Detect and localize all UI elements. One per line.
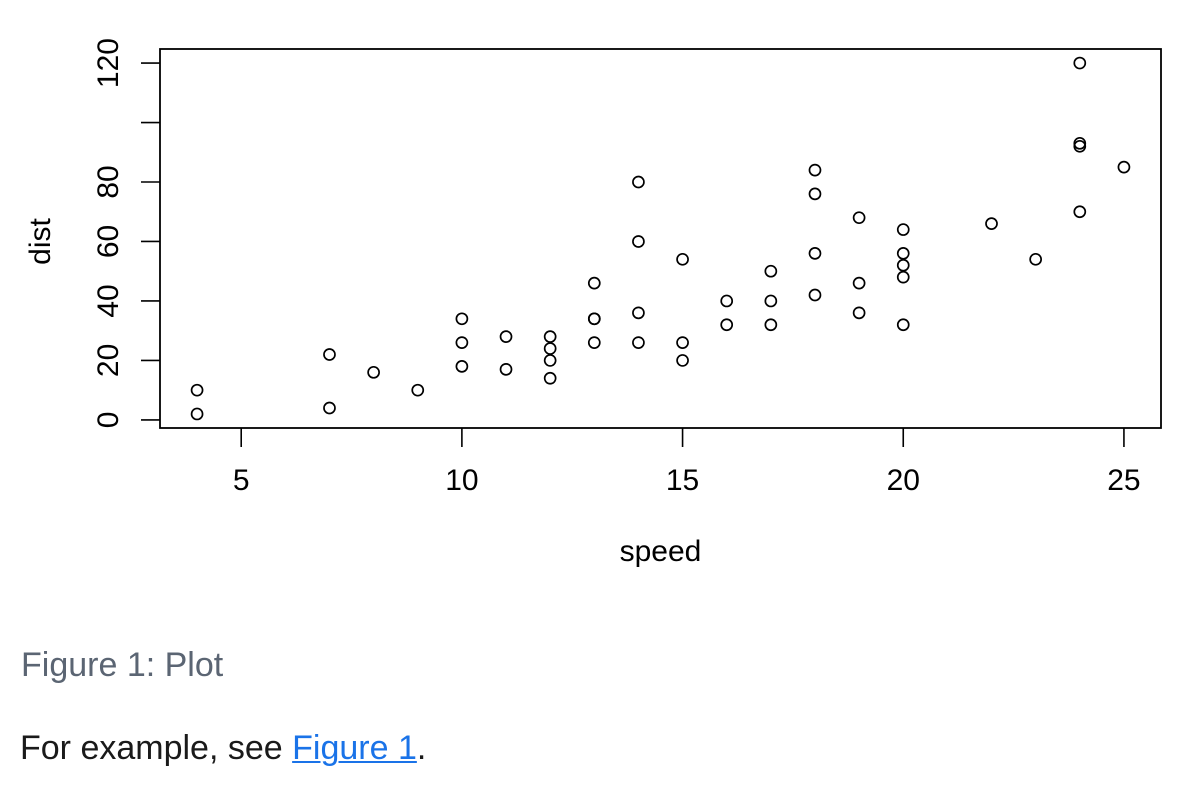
svg-text:40: 40 <box>92 284 125 317</box>
svg-text:60: 60 <box>92 225 125 258</box>
svg-text:dist: dist <box>24 217 57 264</box>
svg-text:80: 80 <box>92 165 125 198</box>
svg-text:120: 120 <box>92 38 125 88</box>
svg-text:0: 0 <box>92 412 125 429</box>
svg-text:15: 15 <box>666 464 699 497</box>
svg-text:5: 5 <box>233 464 250 497</box>
svg-text:20: 20 <box>92 344 125 377</box>
svg-text:speed: speed <box>620 535 702 568</box>
svg-text:25: 25 <box>1107 464 1140 497</box>
svg-text:20: 20 <box>887 464 920 497</box>
svg-text:10: 10 <box>445 464 478 497</box>
